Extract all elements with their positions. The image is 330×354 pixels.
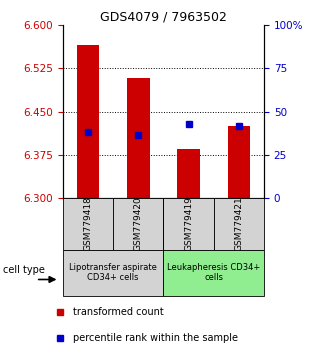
- FancyBboxPatch shape: [113, 198, 163, 250]
- FancyBboxPatch shape: [63, 250, 163, 296]
- Text: GSM779420: GSM779420: [134, 196, 143, 251]
- Text: cell type: cell type: [3, 265, 45, 275]
- Text: percentile rank within the sample: percentile rank within the sample: [73, 333, 238, 343]
- Text: GSM779418: GSM779418: [83, 196, 92, 251]
- FancyBboxPatch shape: [214, 198, 264, 250]
- Bar: [127, 78, 149, 198]
- Text: Lipotransfer aspirate
CD34+ cells: Lipotransfer aspirate CD34+ cells: [69, 263, 157, 282]
- Bar: [77, 45, 99, 198]
- FancyBboxPatch shape: [163, 198, 214, 250]
- Title: GDS4079 / 7963502: GDS4079 / 7963502: [100, 11, 227, 24]
- Text: transformed count: transformed count: [73, 307, 164, 317]
- Text: GSM779419: GSM779419: [184, 196, 193, 251]
- FancyBboxPatch shape: [63, 198, 113, 250]
- Text: Leukapheresis CD34+
cells: Leukapheresis CD34+ cells: [167, 263, 260, 282]
- Bar: [177, 149, 200, 198]
- Text: GSM779421: GSM779421: [234, 196, 243, 251]
- Bar: [227, 126, 250, 198]
- FancyBboxPatch shape: [163, 250, 264, 296]
